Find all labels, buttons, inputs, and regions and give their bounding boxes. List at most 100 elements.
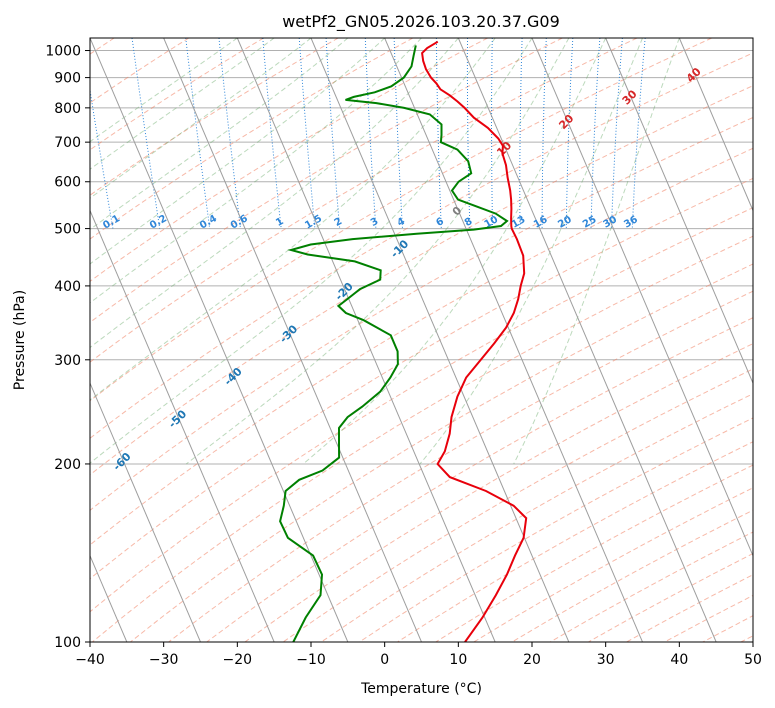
dry-adiabat [90,207,753,613]
mixing-ratio-line [262,38,282,229]
moist-adiabat [90,38,238,143]
x-tick-label: 50 [744,652,762,668]
dry-adiabat [90,38,488,282]
moist-adiabat [302,38,607,465]
mixing-ratio-line [590,38,601,229]
x-axis-label: Temperature (°C) [360,681,482,697]
moist-adiabat [90,38,275,170]
mixing-ratio-line [519,38,523,229]
isotherm-label: -50 [166,407,189,430]
x-tick-label: 0 [380,652,389,668]
moist-adiabat [90,38,349,231]
moist-adiabat [90,38,312,199]
plot-frame [89,37,754,643]
isotherm-label: -10 [388,237,411,260]
isotherm-label: -20 [333,280,356,303]
mixing-ratio-line [565,38,574,229]
x-tick-label: 20 [523,652,541,668]
y-tick-label: 800 [54,101,81,117]
mixing-ratio-label: 3 [369,216,381,229]
y-tick-label: 900 [54,71,81,87]
y-tick-label: 600 [54,175,81,191]
moist-adiabat [185,38,570,465]
dry-adiabat [90,38,264,151]
temperature-profile-line [421,40,528,642]
mixing-ratio-line [131,38,161,229]
y-tick-label: 500 [54,222,81,238]
dry-adiabat [90,38,414,240]
dry-adiabat [90,177,753,580]
isotherm-label: -30 [277,322,300,345]
moist-adiabat [90,38,386,265]
isotherm-line [384,38,643,642]
mixing-ratio-line [364,38,377,229]
isotherm-label: 0 [450,204,465,219]
mixing-ratio-line [218,38,241,229]
moist-adiabat [90,38,459,349]
mixing-ratio-label: 4 [395,216,407,229]
moist-adiabat [419,38,643,465]
mixing-ratio-line [393,38,403,229]
x-tick-label: −30 [149,652,179,668]
mixing-ratio-line [185,38,211,229]
mixing-ratio-line [466,38,471,229]
y-tick-label: 300 [54,353,81,369]
dry-adiabat [244,343,753,642]
x-tick-label: −20 [223,652,253,668]
isotherm-line [90,381,201,642]
y-tick-label: 700 [54,135,81,151]
mixing-ratio-label: 8 [463,216,475,229]
mixing-ratio-label: 6 [434,216,446,229]
isotherm-line [678,38,753,212]
dry-adiabat [90,38,563,323]
x-tick-label: −40 [75,652,105,668]
moist-adiabat [513,38,680,465]
profile-lines [279,40,528,642]
y-tick-label: 100 [54,635,81,651]
isotherm-label: -70 [55,492,78,515]
isotherm-label: 20 [556,112,576,132]
background-lines [90,38,753,642]
isotherm-label: 40 [684,65,704,85]
x-tick-label: 30 [597,652,615,668]
dry-adiabat [91,235,753,642]
mixing-ratio-line [611,38,623,229]
mixing-ratio-line [298,38,316,229]
isotherm-line [605,38,753,385]
dry-adiabat [90,147,753,546]
isotherm-line [236,38,496,642]
line-labels: 0.10.20.40.611.52346810131620253036-100-… [0,65,704,558]
isotherm-line [163,38,422,642]
mixing-ratio-label: 1 [274,216,286,229]
x-tick-label: 40 [670,652,688,668]
moist-adiabat [90,38,533,464]
mixing-ratio-label: 2 [333,216,345,229]
x-tick-label: 10 [449,652,467,668]
dry-adiabat [206,317,753,642]
dry-adiabat [90,38,190,104]
y-tick-label: 1000 [45,44,81,60]
x-tick-label: −10 [296,652,326,668]
dry-adiabat [90,38,712,402]
y-axis-label: Pressure (hPa) [12,290,28,390]
dry-adiabat [282,368,753,642]
dry-adiabat [549,531,753,642]
moist-adiabat [90,38,422,304]
axis-ticks: −40 −30 −20 −10 0 10 20 30 40 5010020030040050060… [45,44,762,668]
mixing-ratio-line [90,87,114,229]
isotherm-label: -40 [222,365,245,388]
mixing-ratio-line [325,38,341,229]
y-tick-label: 200 [54,457,81,473]
isotherm-label: -80 [0,535,23,558]
isotherm-label: 30 [620,87,640,107]
dry-adiabat [168,290,753,642]
y-tick-label: 400 [54,279,81,295]
isotherm-line [752,38,753,40]
isotherm-line [90,209,275,642]
dry-adiabat [90,116,753,511]
dry-adiabat [130,263,753,642]
mixing-ratio-line [541,38,547,229]
dry-adiabat [511,509,753,642]
mixing-ratio-line [631,38,646,229]
